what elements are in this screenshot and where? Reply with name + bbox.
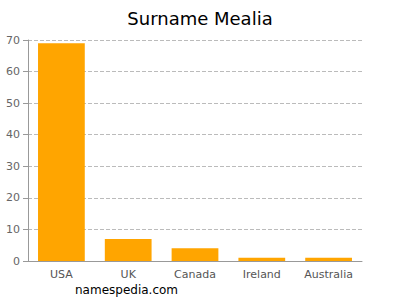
svg-text:60: 60: [6, 65, 20, 78]
svg-text:namespedia.com: namespedia.com: [75, 283, 178, 297]
svg-text:Australia: Australia: [304, 268, 353, 281]
svg-text:70: 70: [6, 34, 20, 47]
svg-text:20: 20: [6, 191, 20, 204]
svg-text:UK: UK: [121, 268, 137, 281]
svg-text:Surname Mealia: Surname Mealia: [127, 8, 272, 29]
svg-text:10: 10: [6, 223, 20, 236]
svg-text:30: 30: [6, 160, 20, 173]
svg-text:50: 50: [6, 97, 20, 110]
svg-text:USA: USA: [50, 268, 73, 281]
svg-text:Ireland: Ireland: [243, 268, 281, 281]
svg-text:Canada: Canada: [174, 268, 216, 281]
svg-text:40: 40: [6, 128, 20, 141]
svg-text:0: 0: [13, 255, 20, 268]
